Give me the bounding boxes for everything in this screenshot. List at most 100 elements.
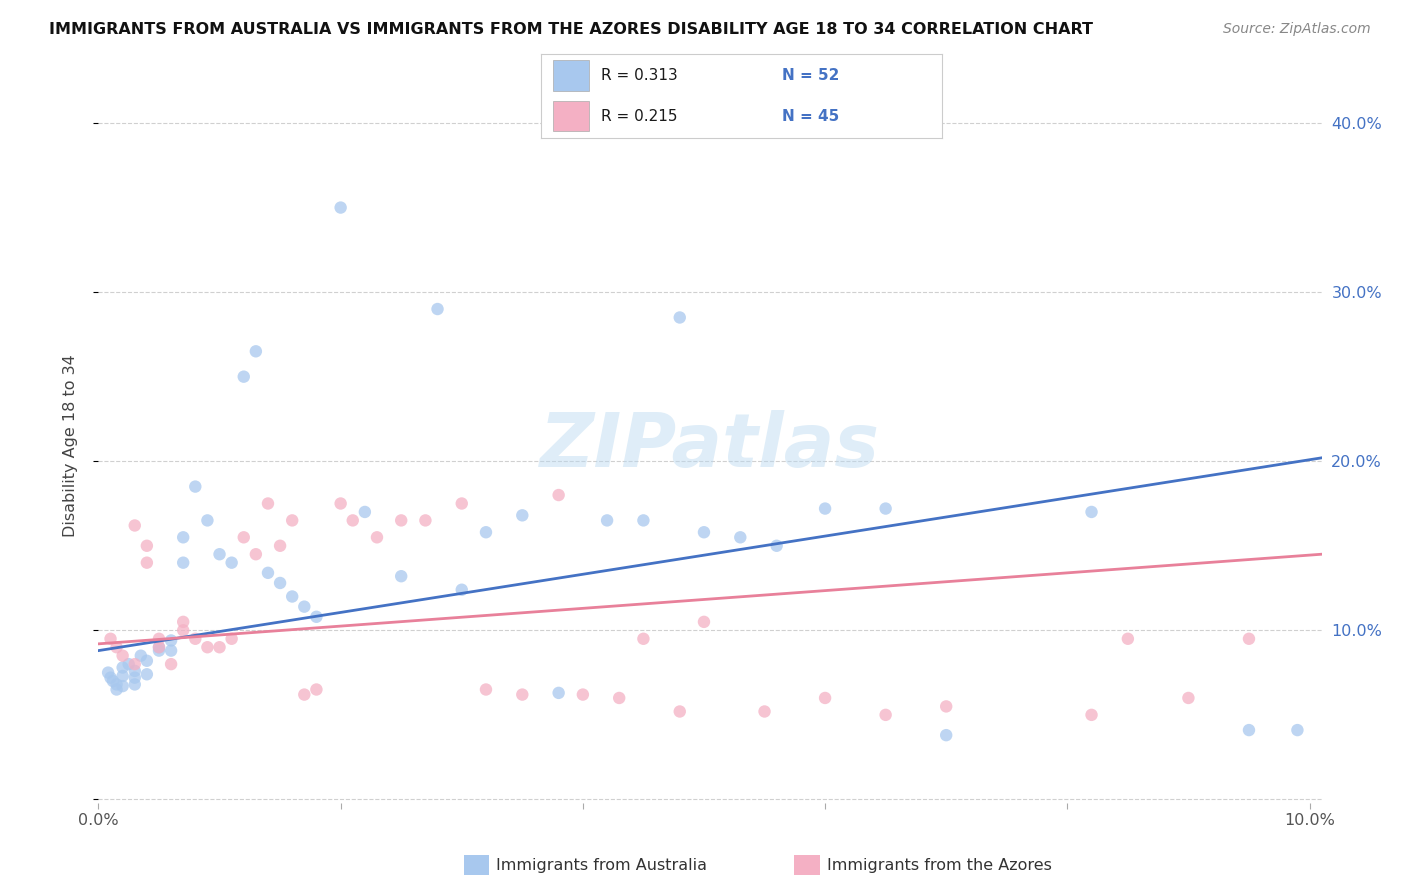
Text: ZIPatlas: ZIPatlas	[540, 409, 880, 483]
Point	[111, 648, 134, 663]
Point	[221, 556, 243, 570]
Point	[596, 513, 619, 527]
Point	[160, 657, 183, 672]
Point	[633, 632, 655, 646]
Point	[135, 654, 157, 668]
Point	[875, 707, 897, 722]
Point	[245, 344, 267, 359]
Point	[124, 677, 146, 691]
Point	[607, 690, 630, 705]
Point	[105, 682, 128, 697]
Bar	[554, 61, 589, 91]
Point	[1080, 707, 1102, 722]
Point	[160, 643, 183, 657]
Point	[100, 671, 122, 685]
Point	[124, 518, 146, 533]
Point	[875, 501, 897, 516]
Point	[148, 640, 170, 655]
Point	[118, 657, 141, 672]
Point	[135, 539, 157, 553]
Point	[172, 615, 194, 629]
Point	[172, 530, 194, 544]
Point	[1177, 690, 1199, 705]
Point	[475, 682, 498, 697]
Point	[668, 310, 690, 325]
Point	[111, 679, 134, 693]
Point	[124, 664, 146, 678]
Point	[269, 576, 291, 591]
Point	[693, 525, 716, 540]
Point	[547, 488, 569, 502]
Point	[814, 690, 837, 705]
Point	[1286, 723, 1309, 737]
Point	[693, 615, 716, 629]
Point	[105, 640, 128, 655]
Point	[97, 665, 120, 680]
Text: R = 0.215: R = 0.215	[602, 109, 678, 124]
Point	[547, 686, 569, 700]
Point	[633, 513, 655, 527]
Point	[257, 496, 280, 510]
Point	[148, 640, 170, 655]
Point	[292, 688, 315, 702]
Point	[329, 496, 352, 510]
Point	[105, 677, 128, 691]
Point	[342, 513, 364, 527]
Point	[765, 539, 787, 553]
Point	[426, 301, 449, 316]
Point	[135, 556, 157, 570]
Point	[245, 547, 267, 561]
Point	[111, 660, 134, 674]
Point	[389, 569, 412, 583]
Point	[814, 501, 837, 516]
Point	[148, 643, 170, 657]
Point	[135, 667, 157, 681]
Point	[510, 688, 533, 702]
Point	[269, 539, 291, 553]
Point	[1080, 505, 1102, 519]
Point	[124, 657, 146, 672]
Text: Immigrants from Australia: Immigrants from Australia	[496, 858, 707, 872]
Point	[281, 513, 304, 527]
Point	[232, 530, 254, 544]
Point	[366, 530, 388, 544]
Point	[184, 632, 207, 646]
Point	[221, 632, 243, 646]
Point	[184, 479, 207, 493]
Point	[305, 682, 328, 697]
Point	[148, 632, 170, 646]
Point	[124, 671, 146, 685]
Point	[389, 513, 412, 527]
Point	[510, 508, 533, 523]
Point	[475, 525, 498, 540]
Y-axis label: Disability Age 18 to 34: Disability Age 18 to 34	[63, 355, 77, 537]
Point	[100, 632, 122, 646]
Point	[208, 547, 231, 561]
Point	[281, 590, 304, 604]
Point	[730, 530, 752, 544]
Text: R = 0.313: R = 0.313	[602, 68, 678, 83]
Point	[129, 648, 152, 663]
Text: IMMIGRANTS FROM AUSTRALIA VS IMMIGRANTS FROM THE AZORES DISABILITY AGE 18 TO 34 : IMMIGRANTS FROM AUSTRALIA VS IMMIGRANTS …	[49, 22, 1094, 37]
Point	[572, 688, 595, 702]
Point	[1237, 632, 1260, 646]
Text: N = 52: N = 52	[782, 68, 839, 83]
Text: Immigrants from the Azores: Immigrants from the Azores	[827, 858, 1052, 872]
Point	[197, 640, 219, 655]
Text: N = 45: N = 45	[782, 109, 839, 124]
Point	[197, 513, 219, 527]
Point	[1237, 723, 1260, 737]
Point	[935, 699, 957, 714]
Point	[329, 201, 352, 215]
Point	[305, 609, 328, 624]
Point	[172, 556, 194, 570]
Point	[450, 582, 472, 597]
Point	[450, 496, 472, 510]
Point	[754, 705, 776, 719]
Point	[415, 513, 437, 527]
Point	[1116, 632, 1139, 646]
Point	[208, 640, 231, 655]
Point	[292, 599, 315, 614]
Point	[257, 566, 280, 580]
Text: Source: ZipAtlas.com: Source: ZipAtlas.com	[1223, 22, 1371, 37]
